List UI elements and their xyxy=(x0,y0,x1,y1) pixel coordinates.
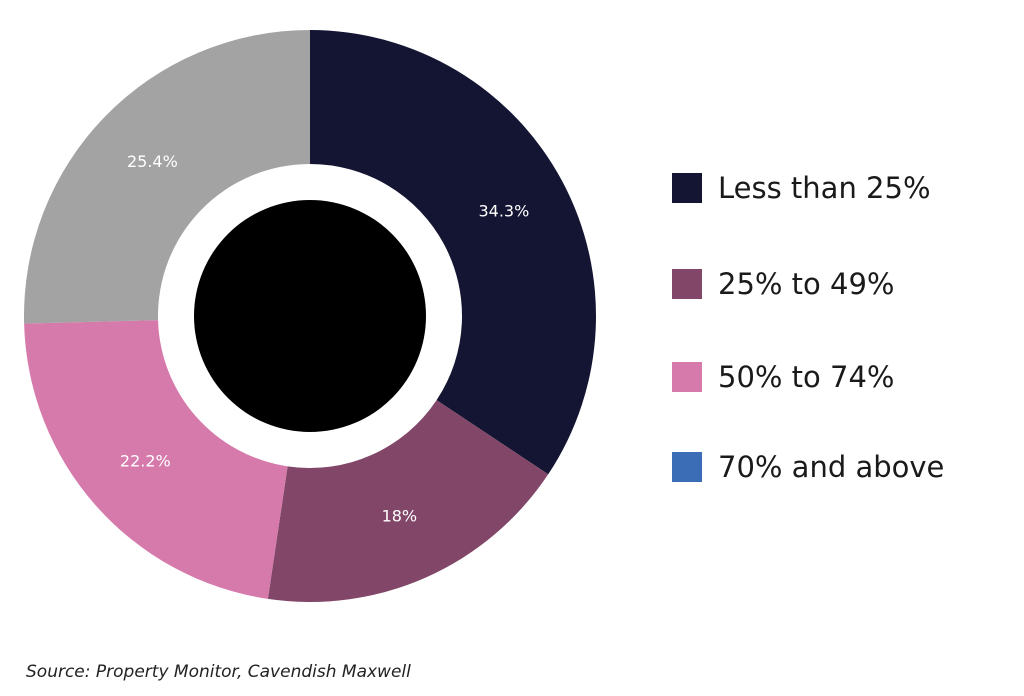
slice-value-label: 25.4% xyxy=(127,152,178,171)
legend-label: Less than 25% xyxy=(718,171,931,205)
donut-slice xyxy=(24,320,288,599)
legend-label: 70% and above xyxy=(718,450,945,484)
legend-item-less-than-25: Less than 25% xyxy=(672,168,931,208)
donut-slice xyxy=(24,30,311,324)
legend-label: 25% to 49% xyxy=(718,267,895,301)
donut-slice xyxy=(310,30,596,475)
legend-label: 50% to 74% xyxy=(718,360,895,394)
legend-item-50-to-74: 50% to 74% xyxy=(672,357,894,397)
donut-center-circle xyxy=(194,200,426,432)
source-note: Source: Property Monitor, Cavendish Maxw… xyxy=(26,662,411,682)
legend-swatch xyxy=(672,362,702,392)
slice-value-label: 18% xyxy=(382,507,418,526)
donut-slice xyxy=(267,400,549,602)
slice-value-label: 22.2% xyxy=(120,451,171,470)
legend-swatch xyxy=(672,452,702,482)
slice-value-label: 34.3% xyxy=(478,202,529,221)
legend-swatch xyxy=(672,269,702,299)
legend-item-25-to-49: 25% to 49% xyxy=(672,264,894,304)
legend-swatch xyxy=(672,173,702,203)
legend-item-70-and-above: 70% and above xyxy=(672,447,944,487)
